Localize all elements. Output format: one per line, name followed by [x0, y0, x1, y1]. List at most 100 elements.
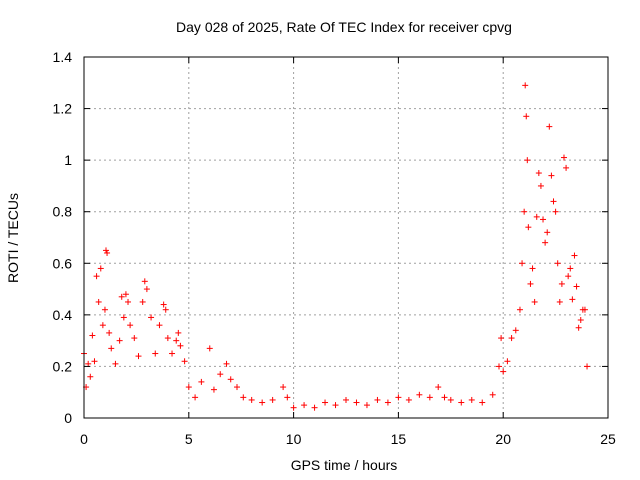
- data-point: [516, 306, 523, 313]
- data-point: [135, 353, 142, 360]
- data-point: [556, 298, 563, 305]
- data-point: [223, 360, 230, 367]
- data-point: [584, 363, 591, 370]
- data-point: [192, 394, 199, 401]
- data-point: [99, 322, 106, 329]
- data-point: [569, 296, 576, 303]
- data-point: [131, 335, 138, 342]
- data-point: [120, 314, 127, 321]
- data-point: [206, 345, 213, 352]
- data-point: [458, 399, 465, 406]
- y-tick-label: 1.2: [53, 101, 73, 117]
- data-point: [162, 306, 169, 313]
- data-point: [441, 394, 448, 401]
- grid-lines: [84, 57, 608, 418]
- y-tick-label: 0.4: [53, 307, 73, 323]
- data-point: [500, 368, 507, 375]
- data-point: [217, 371, 224, 378]
- data-point: [571, 252, 578, 259]
- data-point: [468, 396, 475, 403]
- data-point: [101, 306, 108, 313]
- data-point: [112, 360, 119, 367]
- data-point: [164, 335, 171, 342]
- data-point: [527, 280, 534, 287]
- data-point: [185, 384, 192, 391]
- data-point: [169, 350, 176, 357]
- data-point: [118, 293, 125, 300]
- data-point: [524, 157, 531, 164]
- data-point: [173, 337, 180, 344]
- data-point: [546, 123, 553, 130]
- data-point: [181, 358, 188, 365]
- data-point: [542, 239, 549, 246]
- data-point: [332, 402, 339, 409]
- data-point: [141, 278, 148, 285]
- data-point: [560, 154, 567, 161]
- y-tick-label: 0.2: [53, 358, 73, 374]
- data-point: [91, 358, 98, 365]
- x-tick-label: 25: [600, 431, 616, 447]
- y-tick-label: 0.6: [53, 255, 73, 271]
- data-point: [248, 396, 255, 403]
- data-point: [234, 384, 241, 391]
- x-axis-label: GPS time / hours: [291, 457, 398, 473]
- data-point: [508, 335, 515, 342]
- data-point: [89, 332, 96, 339]
- data-point: [353, 399, 360, 406]
- data-point: [535, 170, 542, 177]
- data-point: [496, 363, 503, 370]
- x-tick-label: 10: [286, 431, 302, 447]
- data-point: [489, 391, 496, 398]
- data-point: [87, 373, 94, 380]
- data-point: [156, 322, 163, 329]
- data-point: [104, 249, 111, 256]
- data-point: [550, 198, 557, 205]
- data-point: [573, 283, 580, 290]
- y-axis-label: ROTI / TECUs: [5, 193, 21, 283]
- x-tick-label: 0: [80, 431, 88, 447]
- data-point: [567, 265, 574, 272]
- data-point: [521, 208, 528, 215]
- data-point: [416, 391, 423, 398]
- data-point: [116, 337, 123, 344]
- data-point: [85, 360, 92, 367]
- data-point: [125, 298, 132, 305]
- data-point: [581, 306, 588, 313]
- data-point: [575, 324, 582, 331]
- data-point: [405, 396, 412, 403]
- data-point: [127, 322, 134, 329]
- axis-ticks: 0 5 10 15 20 25 0 0.2 0.4 0.6 0.8 1 1.2 1.4: [53, 49, 616, 447]
- data-point: [531, 298, 538, 305]
- data-point: [558, 280, 565, 287]
- data-point: [565, 273, 572, 280]
- data-point: [529, 265, 536, 272]
- data-point: [525, 224, 532, 231]
- y-tick-label: 0.8: [53, 204, 73, 220]
- data-point: [122, 291, 129, 298]
- data-point: [106, 329, 113, 336]
- data-point: [537, 182, 544, 189]
- data-point: [563, 164, 570, 171]
- x-tick-label: 5: [185, 431, 193, 447]
- data-point: [240, 394, 247, 401]
- x-tick-label: 20: [495, 431, 511, 447]
- data-point: [447, 396, 454, 403]
- y-tick-label: 1.4: [53, 49, 73, 65]
- data-point: [548, 172, 555, 179]
- data-point: [322, 399, 329, 406]
- data-point: [95, 298, 102, 305]
- data-point: [284, 394, 291, 401]
- data-point: [523, 113, 530, 120]
- data-point: [552, 208, 559, 215]
- data-points: [81, 82, 591, 411]
- data-point: [577, 317, 584, 324]
- data-point: [269, 396, 276, 403]
- data-point: [290, 404, 297, 411]
- data-point: [97, 265, 104, 272]
- data-point: [152, 350, 159, 357]
- data-point: [479, 399, 486, 406]
- data-point: [504, 358, 511, 365]
- data-point: [384, 399, 391, 406]
- data-point: [139, 298, 146, 305]
